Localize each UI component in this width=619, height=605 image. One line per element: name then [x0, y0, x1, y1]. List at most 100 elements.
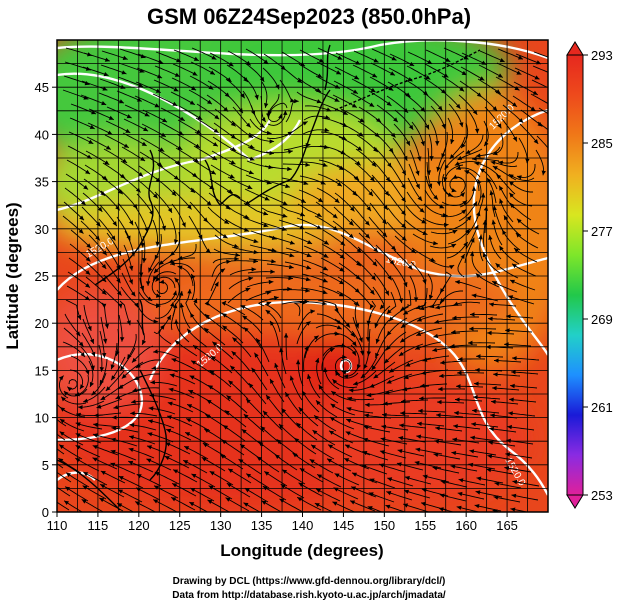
streamline-arrowhead	[365, 337, 371, 342]
streamline-arrowhead	[360, 350, 365, 356]
streamline-arrowhead	[417, 196, 423, 201]
streamline-arrowhead	[469, 449, 475, 454]
streamline-arrowhead	[173, 303, 178, 309]
streamline-arrowhead	[375, 338, 380, 344]
streamline-arrowhead	[187, 328, 192, 334]
streamline-arrowhead	[309, 459, 315, 464]
streamline-arrowhead	[78, 228, 84, 234]
streamline-arrowhead	[201, 457, 207, 462]
streamline	[265, 394, 284, 417]
streamline-arrowhead	[226, 483, 232, 488]
streamline-arrowhead	[355, 160, 361, 166]
streamline-arrowhead	[390, 71, 395, 76]
streamline-arrowhead	[518, 55, 523, 60]
streamline-arrowhead	[439, 373, 444, 378]
streamline	[148, 420, 175, 429]
streamline-arrowhead	[172, 290, 178, 296]
streamline-arrowhead	[166, 428, 172, 433]
streamline-arrowhead	[64, 500, 69, 505]
streamline-arrowhead	[154, 254, 159, 260]
streamline-arrowhead	[470, 435, 475, 440]
streamline-arrowhead	[371, 365, 377, 371]
streamline	[70, 103, 97, 115]
streamline-arrowhead	[104, 323, 109, 329]
streamline-arrowhead	[397, 449, 403, 454]
streamline-arrowhead	[387, 162, 392, 168]
streamline-arrowhead	[171, 358, 177, 363]
streamline	[425, 175, 439, 200]
streamline-arrowhead	[430, 257, 436, 262]
streamline-arrowhead	[508, 411, 513, 416]
streamline-arrowhead	[91, 110, 97, 115]
streamline-arrowhead	[246, 473, 252, 478]
streamline-arrowhead	[113, 405, 119, 410]
streamline	[426, 161, 433, 189]
streamline-arrowhead	[497, 123, 502, 129]
streamline-arrowhead	[427, 59, 433, 64]
streamline	[351, 204, 370, 226]
streamline	[226, 64, 249, 83]
streamline-arrowhead	[173, 239, 179, 245]
streamline-arrowhead	[192, 71, 198, 76]
streamline-arrowhead	[505, 452, 511, 457]
streamline-arrowhead	[143, 127, 149, 132]
streamline-arrowhead	[126, 114, 132, 119]
streamline	[248, 258, 276, 263]
streamline-arrowhead	[398, 436, 404, 441]
streamline-arrowhead	[506, 438, 511, 443]
streamline-arrowhead	[440, 360, 445, 365]
streamline	[373, 272, 390, 296]
streamline	[142, 109, 168, 123]
streamline-arrowhead	[469, 251, 475, 257]
streamline	[99, 497, 124, 512]
streamline-arrowhead	[251, 110, 256, 116]
streamline	[221, 312, 245, 330]
streamline-arrowhead	[229, 174, 235, 179]
streamline-arrowhead	[227, 189, 233, 194]
streamline-arrowhead	[302, 300, 307, 305]
streamline	[315, 324, 342, 330]
streamline	[537, 121, 548, 131]
streamline-arrowhead	[120, 365, 125, 371]
streamline-arrowhead	[212, 142, 218, 147]
streamline-arrowhead	[49, 466, 54, 471]
streamline-arrowhead	[248, 276, 254, 281]
streamline	[105, 370, 125, 392]
streamline	[183, 459, 208, 474]
streamline-arrowhead	[206, 200, 212, 206]
streamline	[297, 77, 322, 93]
streamline	[530, 93, 548, 105]
streamline-arrowhead	[212, 341, 218, 347]
streamline-arrowhead	[391, 56, 397, 61]
streamline-arrowhead	[104, 160, 110, 165]
streamline-arrowhead	[290, 98, 295, 103]
streamline-arrowhead	[154, 472, 160, 476]
streamline	[511, 494, 539, 501]
streamline	[192, 344, 216, 362]
contour-line	[148, 300, 548, 496]
streamline-arrowhead	[318, 197, 323, 203]
streamline-arrowhead	[121, 373, 127, 379]
streamline-arrowhead	[85, 256, 91, 262]
streamline-arrowhead	[451, 188, 457, 193]
streamline	[152, 219, 159, 247]
streamline	[128, 435, 156, 445]
streamline-arrowhead	[350, 206, 355, 212]
streamline-arrowhead	[322, 162, 328, 167]
streamline-arrowhead	[416, 434, 422, 439]
streamline-arrowhead	[354, 288, 360, 293]
streamline-arrowhead	[482, 252, 487, 258]
streamline-arrowhead	[214, 281, 219, 287]
streamline-arrowhead	[488, 316, 493, 321]
streamline-arrowhead	[415, 447, 421, 452]
streamline-arrowhead	[295, 359, 301, 365]
x-tick-label: 155	[414, 518, 436, 533]
streamline	[388, 67, 413, 82]
coastline-sakhalin	[324, 44, 331, 91]
streamline-arrowhead	[207, 499, 213, 504]
streamline-arrowhead	[86, 243, 91, 249]
y-tick-label: 25	[35, 269, 49, 284]
streamline-arrowhead	[436, 180, 441, 186]
streamline-arrowhead	[268, 165, 274, 170]
